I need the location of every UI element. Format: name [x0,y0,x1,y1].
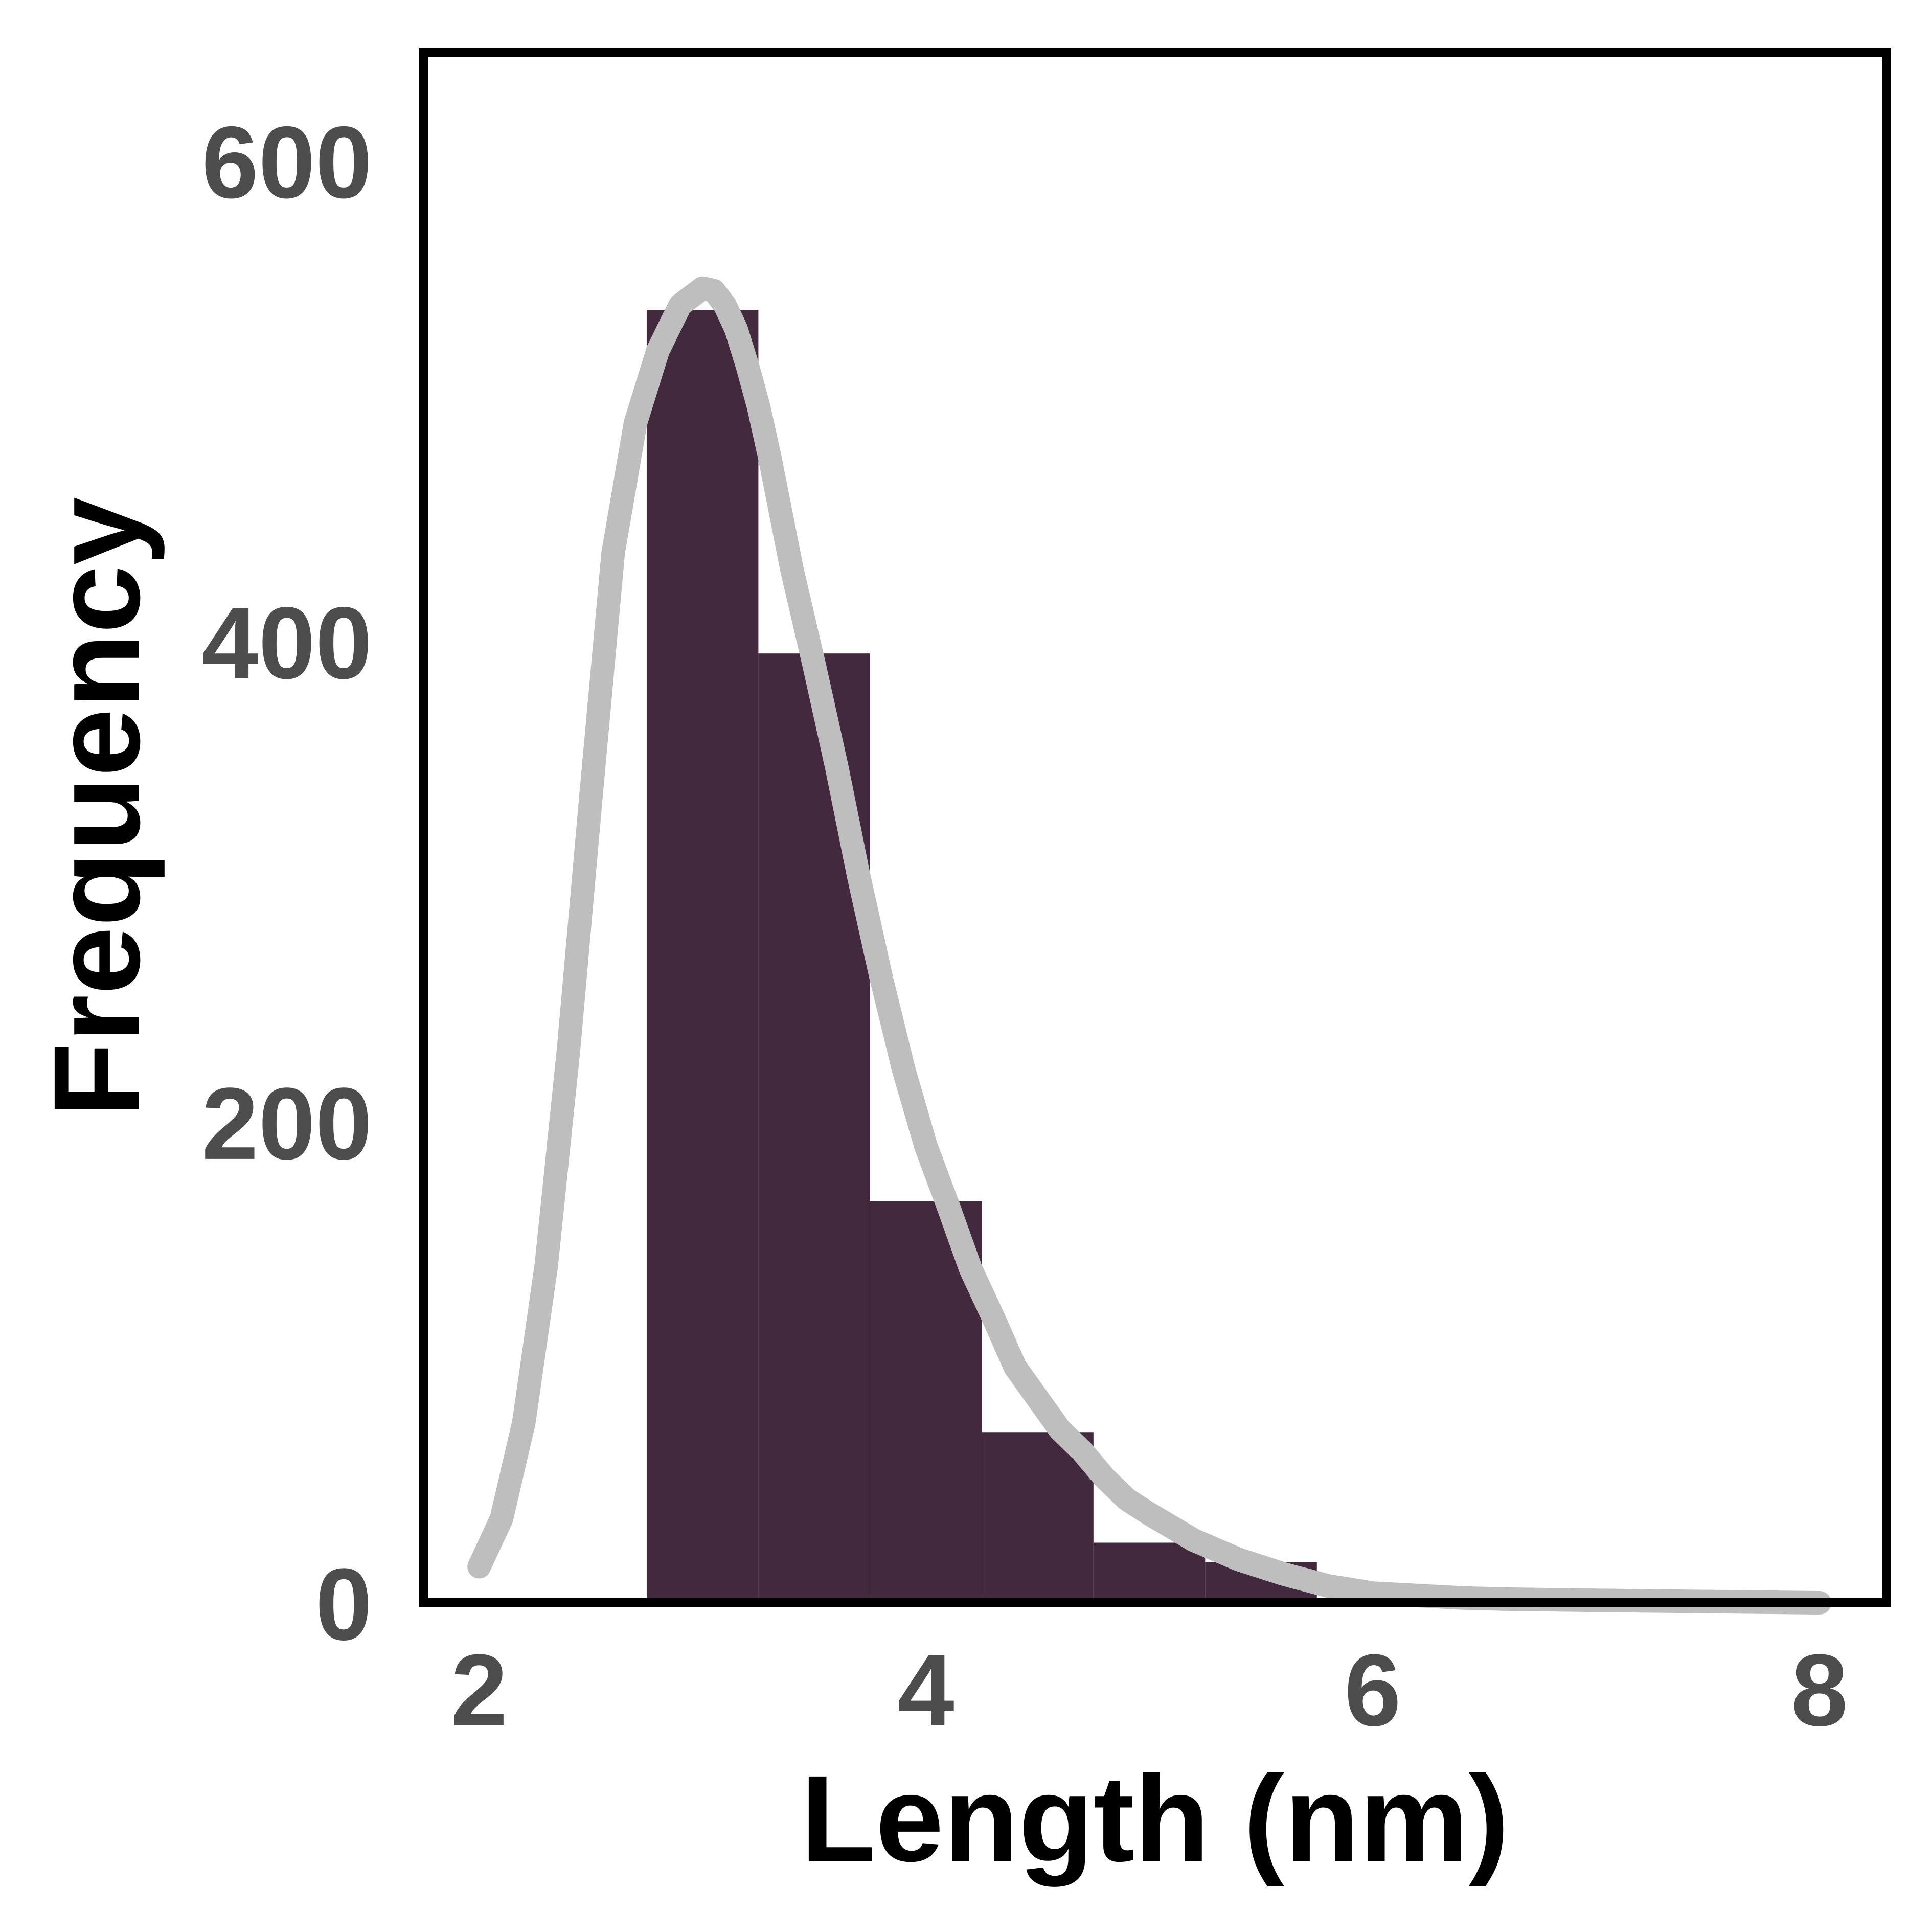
y-tick-label-200: 200 [201,1067,372,1181]
x-axis-ticks: 2 4 6 8 [451,1633,1848,1747]
x-tick-label-8: 8 [1791,1633,1848,1747]
x-tick-label-2: 2 [451,1633,508,1747]
fit-curve-group [467,276,1831,1615]
x-axis-title: Length (nm) [801,1750,1509,1887]
y-tick-label-400: 400 [201,586,372,700]
y-axis-title: Frequency [28,497,165,1118]
x-tick-label-6: 6 [1344,1633,1401,1747]
fit-curve [467,276,1831,1615]
histogram-bars [646,309,1317,1603]
y-axis-ticks: 0 200 400 600 [201,106,372,1662]
histogram-bar-1 [646,309,759,1603]
x-tick-label-4: 4 [898,1633,954,1747]
plot-frame [419,48,1891,1607]
y-tick-label-600: 600 [201,106,372,220]
y-tick-label-0: 0 [315,1548,372,1662]
histogram-bar-5 [1093,1542,1206,1603]
